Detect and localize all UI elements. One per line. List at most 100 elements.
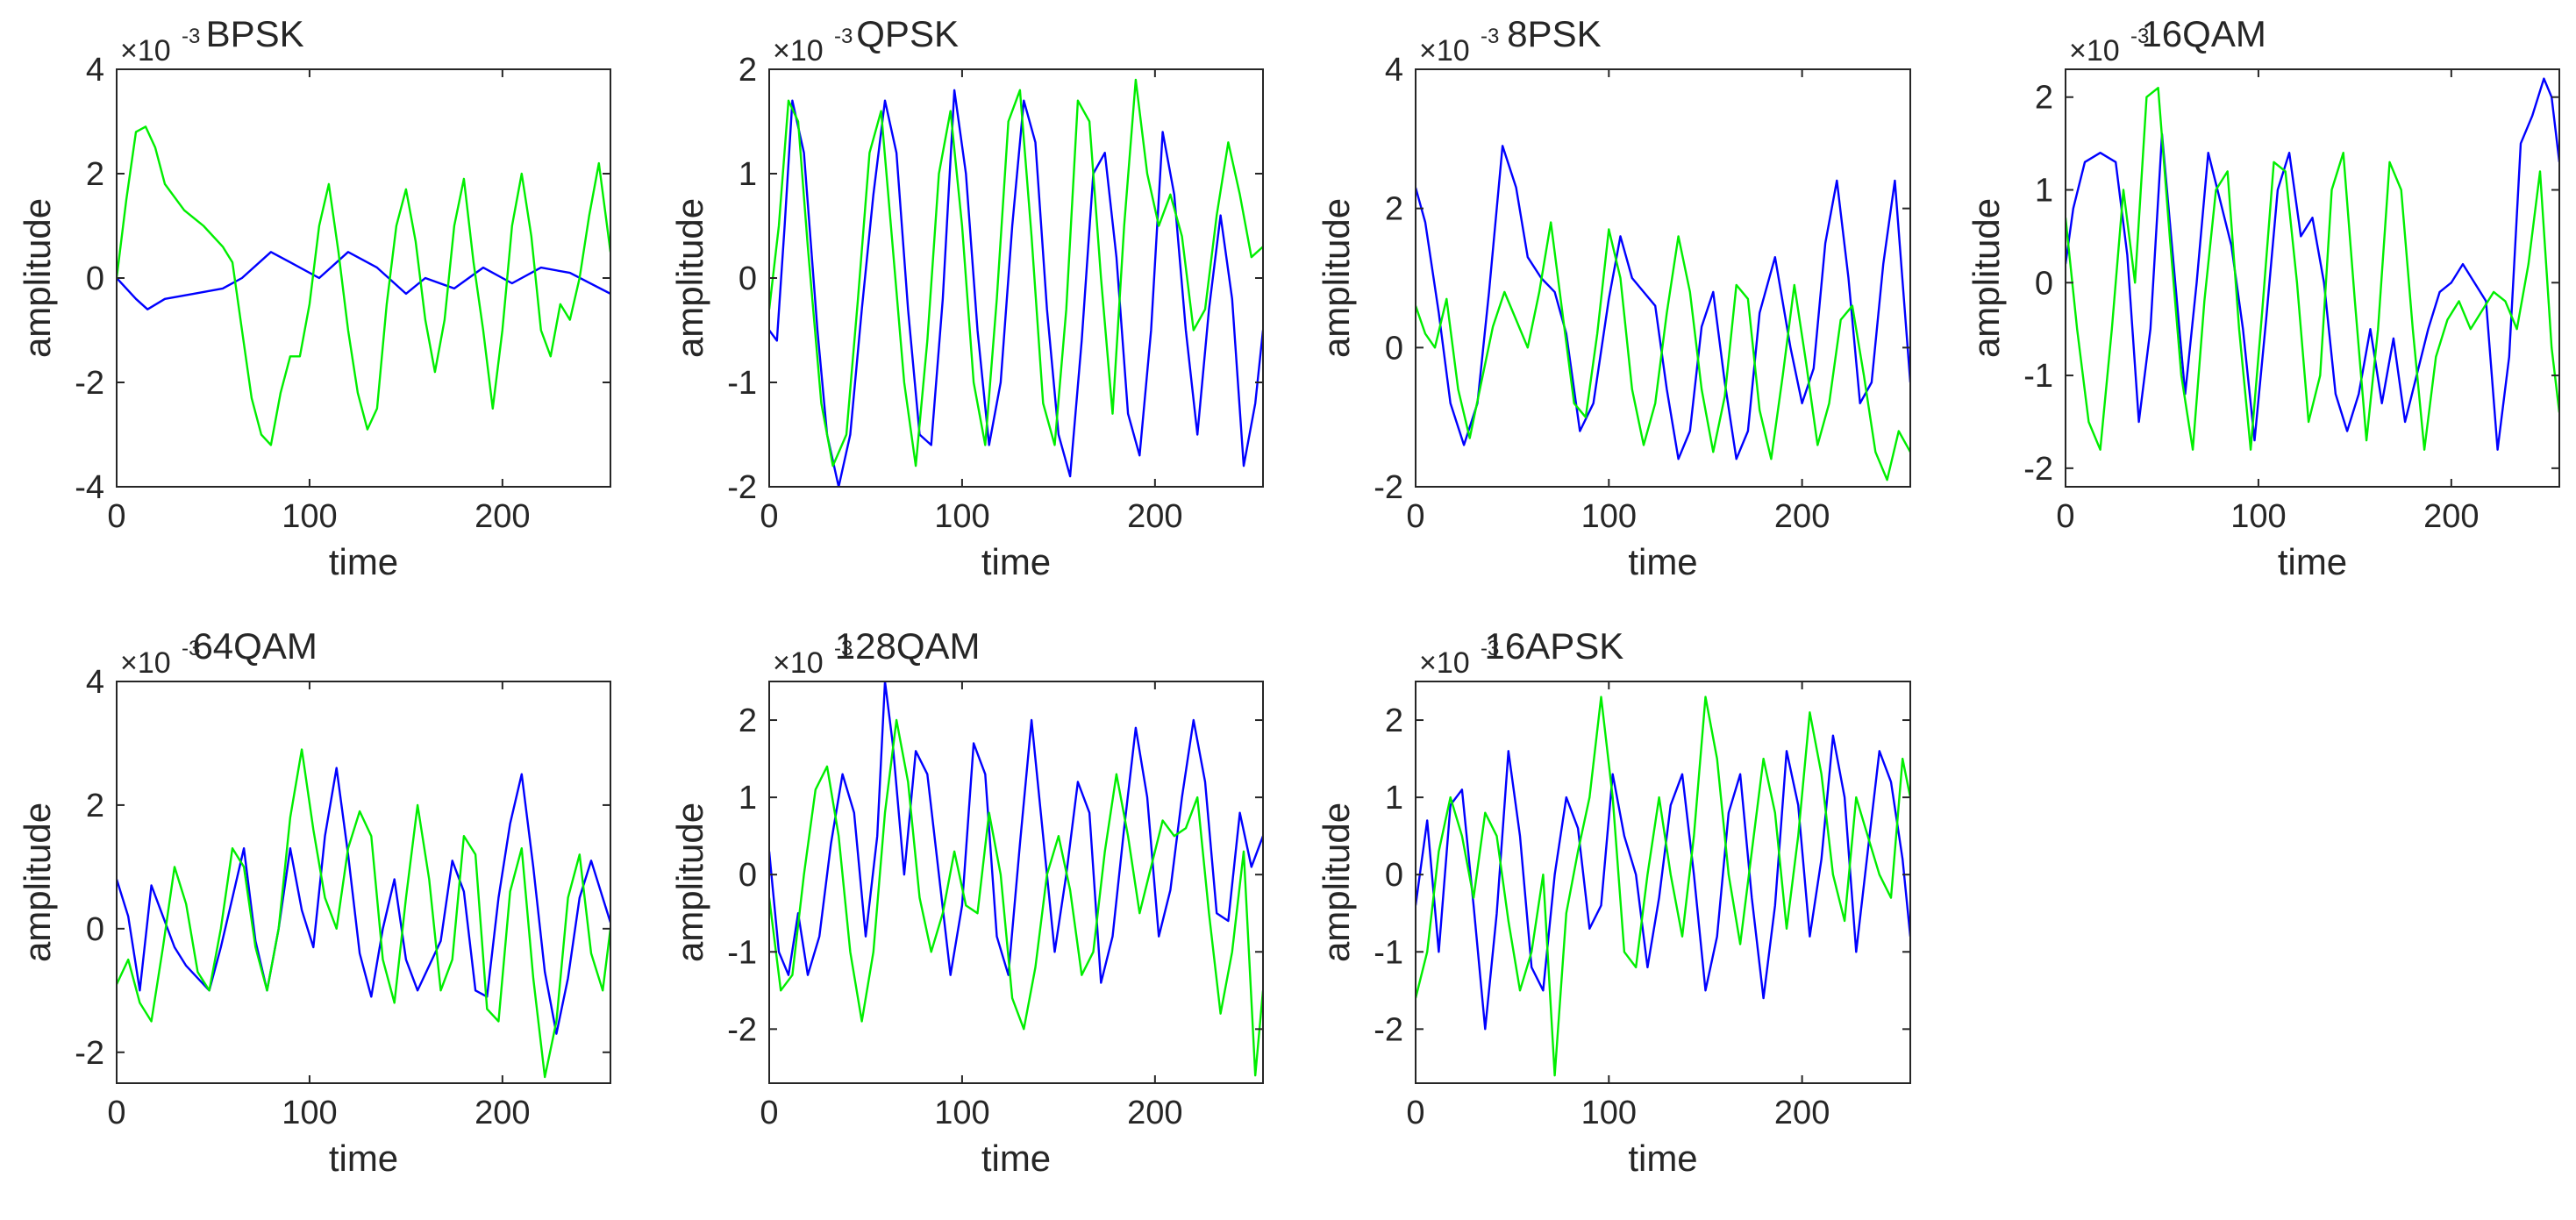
y-tick-label: -4 xyxy=(75,469,104,506)
series-line-in-phase xyxy=(769,681,1263,984)
y-tick-label: 0 xyxy=(2035,265,2053,302)
axis-exponent-power: -3 xyxy=(182,25,200,48)
x-tick-label: 0 xyxy=(107,1095,125,1131)
x-axis-label: time xyxy=(2278,541,2347,582)
axes-box xyxy=(768,681,1264,1084)
chart-title: 16APSK xyxy=(1485,625,1624,667)
y-tick-label: 0 xyxy=(739,260,757,297)
y-axis-label: amplitude xyxy=(1316,803,1357,962)
axis-exponent-power: -3 xyxy=(834,637,853,660)
x-tick-label: 200 xyxy=(1127,1095,1182,1131)
x-tick-label: 200 xyxy=(475,1095,530,1131)
axes-box xyxy=(768,68,1264,488)
series-line-in-phase xyxy=(1416,734,1910,1031)
y-axis-label: amplitude xyxy=(17,198,58,358)
x-tick-label: 200 xyxy=(1774,498,1830,535)
y-tick-label: 2 xyxy=(1385,703,1403,739)
y-tick-label: -2 xyxy=(727,469,757,506)
chart-title: 8PSK xyxy=(1507,13,1601,54)
axes-box xyxy=(1415,681,1911,1084)
y-tick-label: -1 xyxy=(1374,934,1403,971)
x-tick-label: 100 xyxy=(1581,498,1637,535)
y-tick-label: 0 xyxy=(1385,857,1403,894)
y-axis-label: amplitude xyxy=(1316,198,1357,358)
axis-exponent-base: ×10 xyxy=(1419,646,1470,680)
axis-exponent-base: ×10 xyxy=(1419,34,1470,68)
axes-box xyxy=(116,681,611,1084)
axes-box xyxy=(2065,68,2560,488)
y-tick-label: -2 xyxy=(727,1011,757,1048)
series-line-quadrature xyxy=(769,78,1263,467)
series-line-quadrature xyxy=(2066,87,2559,451)
subplot-bpsk: 0 100 200 -4 -2 0 2 4 BPSK ×10 -3 time amplitude xyxy=(17,13,611,582)
series-line-quadrature xyxy=(1416,221,1910,482)
y-tick-label: 0 xyxy=(86,911,104,948)
y-axis-label: amplitude xyxy=(1966,198,2007,358)
x-tick-label: 0 xyxy=(760,498,778,535)
y-tick-label: 2 xyxy=(739,703,757,739)
series-line-quadrature xyxy=(769,718,1263,1077)
y-tick-label: -2 xyxy=(75,365,104,402)
subplot-16qam: 0 100 200 -2 -1 0 1 2 16QAM ×10 -3 time amplitude xyxy=(1966,13,2560,582)
x-axis-label: time xyxy=(329,1138,398,1179)
axis-exponent-base: ×10 xyxy=(2069,34,2120,68)
x-tick-label: 0 xyxy=(1406,1095,1424,1131)
y-tick-label: 0 xyxy=(1385,330,1403,367)
y-tick-label: 1 xyxy=(2035,173,2053,210)
x-axis-label: time xyxy=(981,541,1051,582)
y-axis-label: amplitude xyxy=(669,803,710,962)
y-tick-label: 0 xyxy=(86,260,104,297)
y-tick-label: 2 xyxy=(739,52,757,89)
subplot-qpsk: 0 100 200 -2 -1 0 1 2 QPSK ×10 -3 time amplitude xyxy=(669,13,1264,582)
x-axis-label: time xyxy=(1628,541,1697,582)
x-tick-label: 100 xyxy=(2230,498,2286,535)
y-tick-label: -2 xyxy=(1374,469,1403,506)
y-tick-label: -2 xyxy=(1374,1011,1403,1048)
series-line-in-phase xyxy=(117,767,610,1035)
series-line-quadrature xyxy=(1416,696,1910,1077)
x-tick-label: 200 xyxy=(2423,498,2479,535)
chart-title: BPSK xyxy=(206,13,304,54)
y-tick-label: -2 xyxy=(75,1035,104,1072)
y-axis-label: amplitude xyxy=(17,803,58,962)
x-tick-label: 200 xyxy=(1127,498,1182,535)
x-tick-label: 100 xyxy=(282,498,337,535)
x-tick-label: 0 xyxy=(760,1095,778,1131)
y-tick-label: 4 xyxy=(1385,52,1403,89)
axes-box xyxy=(1415,68,1911,488)
series-line-in-phase xyxy=(1416,145,1910,460)
series-line-quadrature xyxy=(117,748,610,1079)
axis-exponent-power: -3 xyxy=(1481,637,1499,660)
axis-exponent-power: -3 xyxy=(2130,25,2149,48)
y-axis-label: amplitude xyxy=(669,198,710,358)
y-tick-label: 4 xyxy=(86,664,104,701)
axis-exponent-base: ×10 xyxy=(120,646,171,680)
y-tick-label: -1 xyxy=(727,365,757,402)
y-tick-label: 0 xyxy=(739,857,757,894)
axis-exponent-base: ×10 xyxy=(773,34,824,68)
y-tick-label: -2 xyxy=(2023,451,2053,488)
y-tick-label: 2 xyxy=(86,156,104,193)
axis-exponent-base: ×10 xyxy=(773,646,824,680)
subplot-128qam: 0 100 200 -2 -1 0 1 2 128QAM ×10 -3 time amplitude xyxy=(669,625,1264,1179)
x-axis-label: time xyxy=(981,1138,1051,1179)
y-tick-label: 1 xyxy=(1385,780,1403,817)
y-tick-label: 2 xyxy=(2035,80,2053,117)
y-tick-label: 1 xyxy=(739,156,757,193)
x-tick-label: 200 xyxy=(1774,1095,1830,1131)
y-tick-label: -1 xyxy=(2023,358,2053,395)
series-line-in-phase xyxy=(769,89,1263,487)
chart-title: QPSK xyxy=(856,13,959,54)
series-line-quadrature xyxy=(117,125,610,446)
axis-exponent-power: -3 xyxy=(834,25,853,48)
chart-title: 64QAM xyxy=(192,625,317,667)
x-tick-label: 100 xyxy=(934,498,989,535)
x-tick-label: 100 xyxy=(282,1095,337,1131)
y-tick-label: 2 xyxy=(1385,191,1403,228)
x-axis-label: time xyxy=(329,541,398,582)
y-tick-label: 1 xyxy=(739,780,757,817)
axis-exponent-power: -3 xyxy=(182,637,200,660)
